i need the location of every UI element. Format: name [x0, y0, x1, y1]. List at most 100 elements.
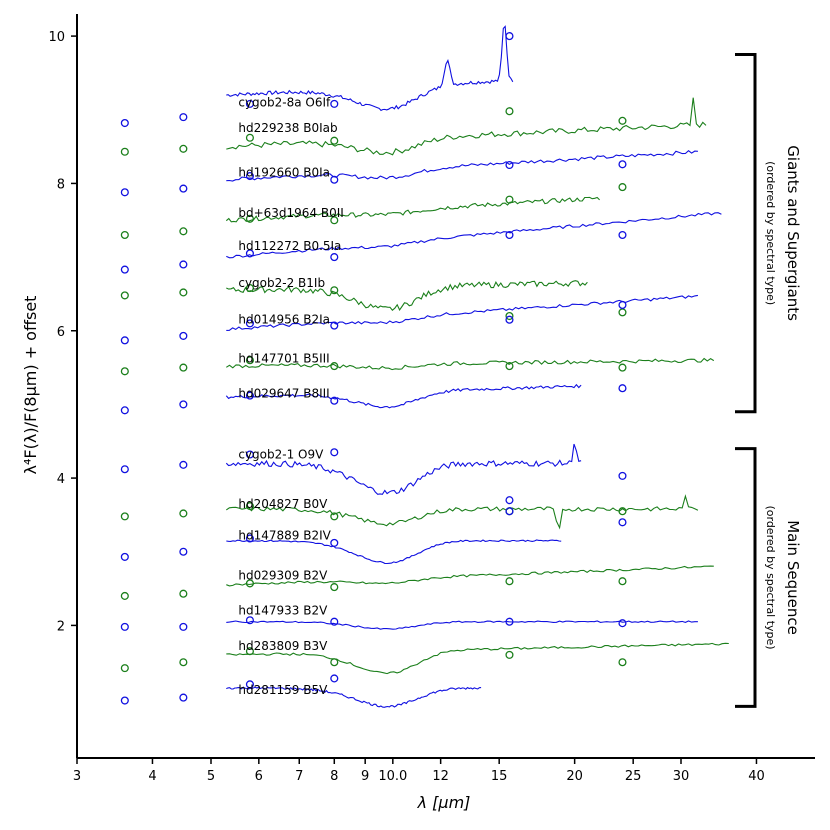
- photometry-point: [330, 396, 339, 405]
- spectrum-line: [226, 620, 698, 630]
- photometry-point: [179, 260, 188, 269]
- group-title: Giants and Supergiants: [784, 145, 802, 321]
- photometry-point: [179, 227, 188, 236]
- spectrum-line: [226, 294, 698, 331]
- photometry-point: [618, 577, 627, 586]
- x-tick-label: 3: [73, 769, 81, 784]
- photometry-point: [330, 538, 339, 547]
- photometry-point: [505, 107, 514, 116]
- x-tick-label: 6: [255, 769, 263, 784]
- photometry-point: [179, 184, 188, 193]
- photometry-point: [120, 696, 129, 705]
- photometry-point: [179, 113, 188, 122]
- y-axis-title: λ⁴F(λ)/F(8μm) + offset: [21, 296, 40, 475]
- photometry-point: [505, 507, 514, 516]
- group-bracket: [735, 447, 757, 708]
- photometry-point: [330, 99, 339, 108]
- star-label: bd+63d1964 B0II: [238, 206, 343, 220]
- photometry-point: [618, 507, 627, 516]
- photometry-point: [505, 650, 514, 659]
- spectra-group: [225, 25, 729, 708]
- group-bracket-group: Giants and Supergiants (ordered by spectr…: [735, 53, 802, 708]
- spectrum-line: [226, 642, 729, 675]
- group-bracket: [735, 53, 757, 414]
- photometry-point: [618, 619, 627, 628]
- photometry-point: [179, 331, 188, 340]
- photometry-point: [618, 384, 627, 393]
- photometry-point: [618, 230, 627, 240]
- photometry-point: [330, 674, 339, 683]
- x-tick-label: 12: [432, 769, 449, 784]
- spectrum-line: [226, 149, 698, 182]
- photometry-point: [505, 160, 514, 170]
- photometry-point: [120, 265, 129, 274]
- x-tick-label: 8: [330, 769, 338, 784]
- star-label: hd029647 B8III: [238, 386, 329, 400]
- photometry-point: [505, 617, 514, 626]
- photometry-point: [120, 664, 129, 673]
- star-label: cygob2-2 B1Ib: [238, 276, 325, 290]
- x-tick-label: 40: [748, 769, 765, 784]
- photometry-point: [618, 363, 627, 372]
- photometry-point: [120, 552, 129, 561]
- photometry-point: [618, 308, 627, 317]
- photometry-point: [179, 144, 188, 153]
- photometry-point: [618, 471, 627, 480]
- photometry-point: [179, 400, 188, 409]
- photometry-point: [505, 362, 514, 371]
- photometry-point: [245, 133, 254, 142]
- x-tick-label: 25: [625, 769, 642, 784]
- x-tick-label: 5: [207, 769, 215, 784]
- photometry-point: [120, 591, 129, 600]
- photometry-point: [245, 534, 254, 543]
- star-label: hd204827 B0V: [238, 497, 328, 511]
- spectrum-line: [226, 280, 588, 311]
- photometry-point: [120, 406, 129, 415]
- photometry-group: [120, 32, 627, 705]
- photometry-point: [330, 253, 339, 262]
- photometry-point: [330, 583, 339, 592]
- x-tick-label: 10.0: [378, 769, 407, 784]
- photometry-point: [618, 160, 627, 169]
- photometry-point: [505, 315, 514, 324]
- spectrum-line: [226, 565, 714, 587]
- x-tick-label: 20: [566, 769, 583, 784]
- y-tick-label: 8: [57, 177, 65, 192]
- photometry-point: [245, 214, 254, 223]
- star-label: cygob2-1 O9V: [238, 448, 324, 462]
- photometry-point: [179, 589, 188, 598]
- photometry-point: [505, 577, 514, 586]
- photometry-point: [245, 172, 254, 181]
- x-tick-label: 7: [295, 769, 303, 784]
- photometry-point: [179, 460, 188, 469]
- photometry-point: [618, 300, 627, 310]
- photometry-point: [330, 136, 339, 145]
- photometry-point: [179, 622, 188, 631]
- spectrum-line: [226, 97, 707, 156]
- photometry-point: [245, 579, 254, 588]
- photometry-point: [120, 291, 129, 300]
- group-title: Main Sequence: [784, 520, 802, 635]
- photometry-point: [330, 448, 339, 457]
- photometry-point: [618, 658, 627, 667]
- photometry-point: [505, 32, 514, 41]
- spectrum-line: [225, 383, 582, 409]
- photometry-point: [330, 175, 339, 184]
- photometry-point: [618, 183, 627, 192]
- photometry-point: [120, 622, 129, 631]
- photometry-point: [330, 658, 339, 667]
- star-label: hd229238 B0Iab: [238, 121, 337, 135]
- x-tick-label: 4: [148, 769, 156, 784]
- photometry-point: [330, 617, 339, 626]
- photometry-point: [505, 496, 514, 505]
- photometry-point: [245, 99, 254, 108]
- photometry-point: [330, 362, 339, 371]
- photometry-point: [505, 311, 514, 321]
- star-label: hd014956 B2Ia: [238, 313, 330, 327]
- photometry-point: [245, 450, 254, 459]
- photometry-point: [245, 680, 254, 689]
- star-label: hd029309 B2V: [238, 568, 328, 582]
- photometry-point: [120, 230, 129, 240]
- spectrum-line: [226, 212, 722, 259]
